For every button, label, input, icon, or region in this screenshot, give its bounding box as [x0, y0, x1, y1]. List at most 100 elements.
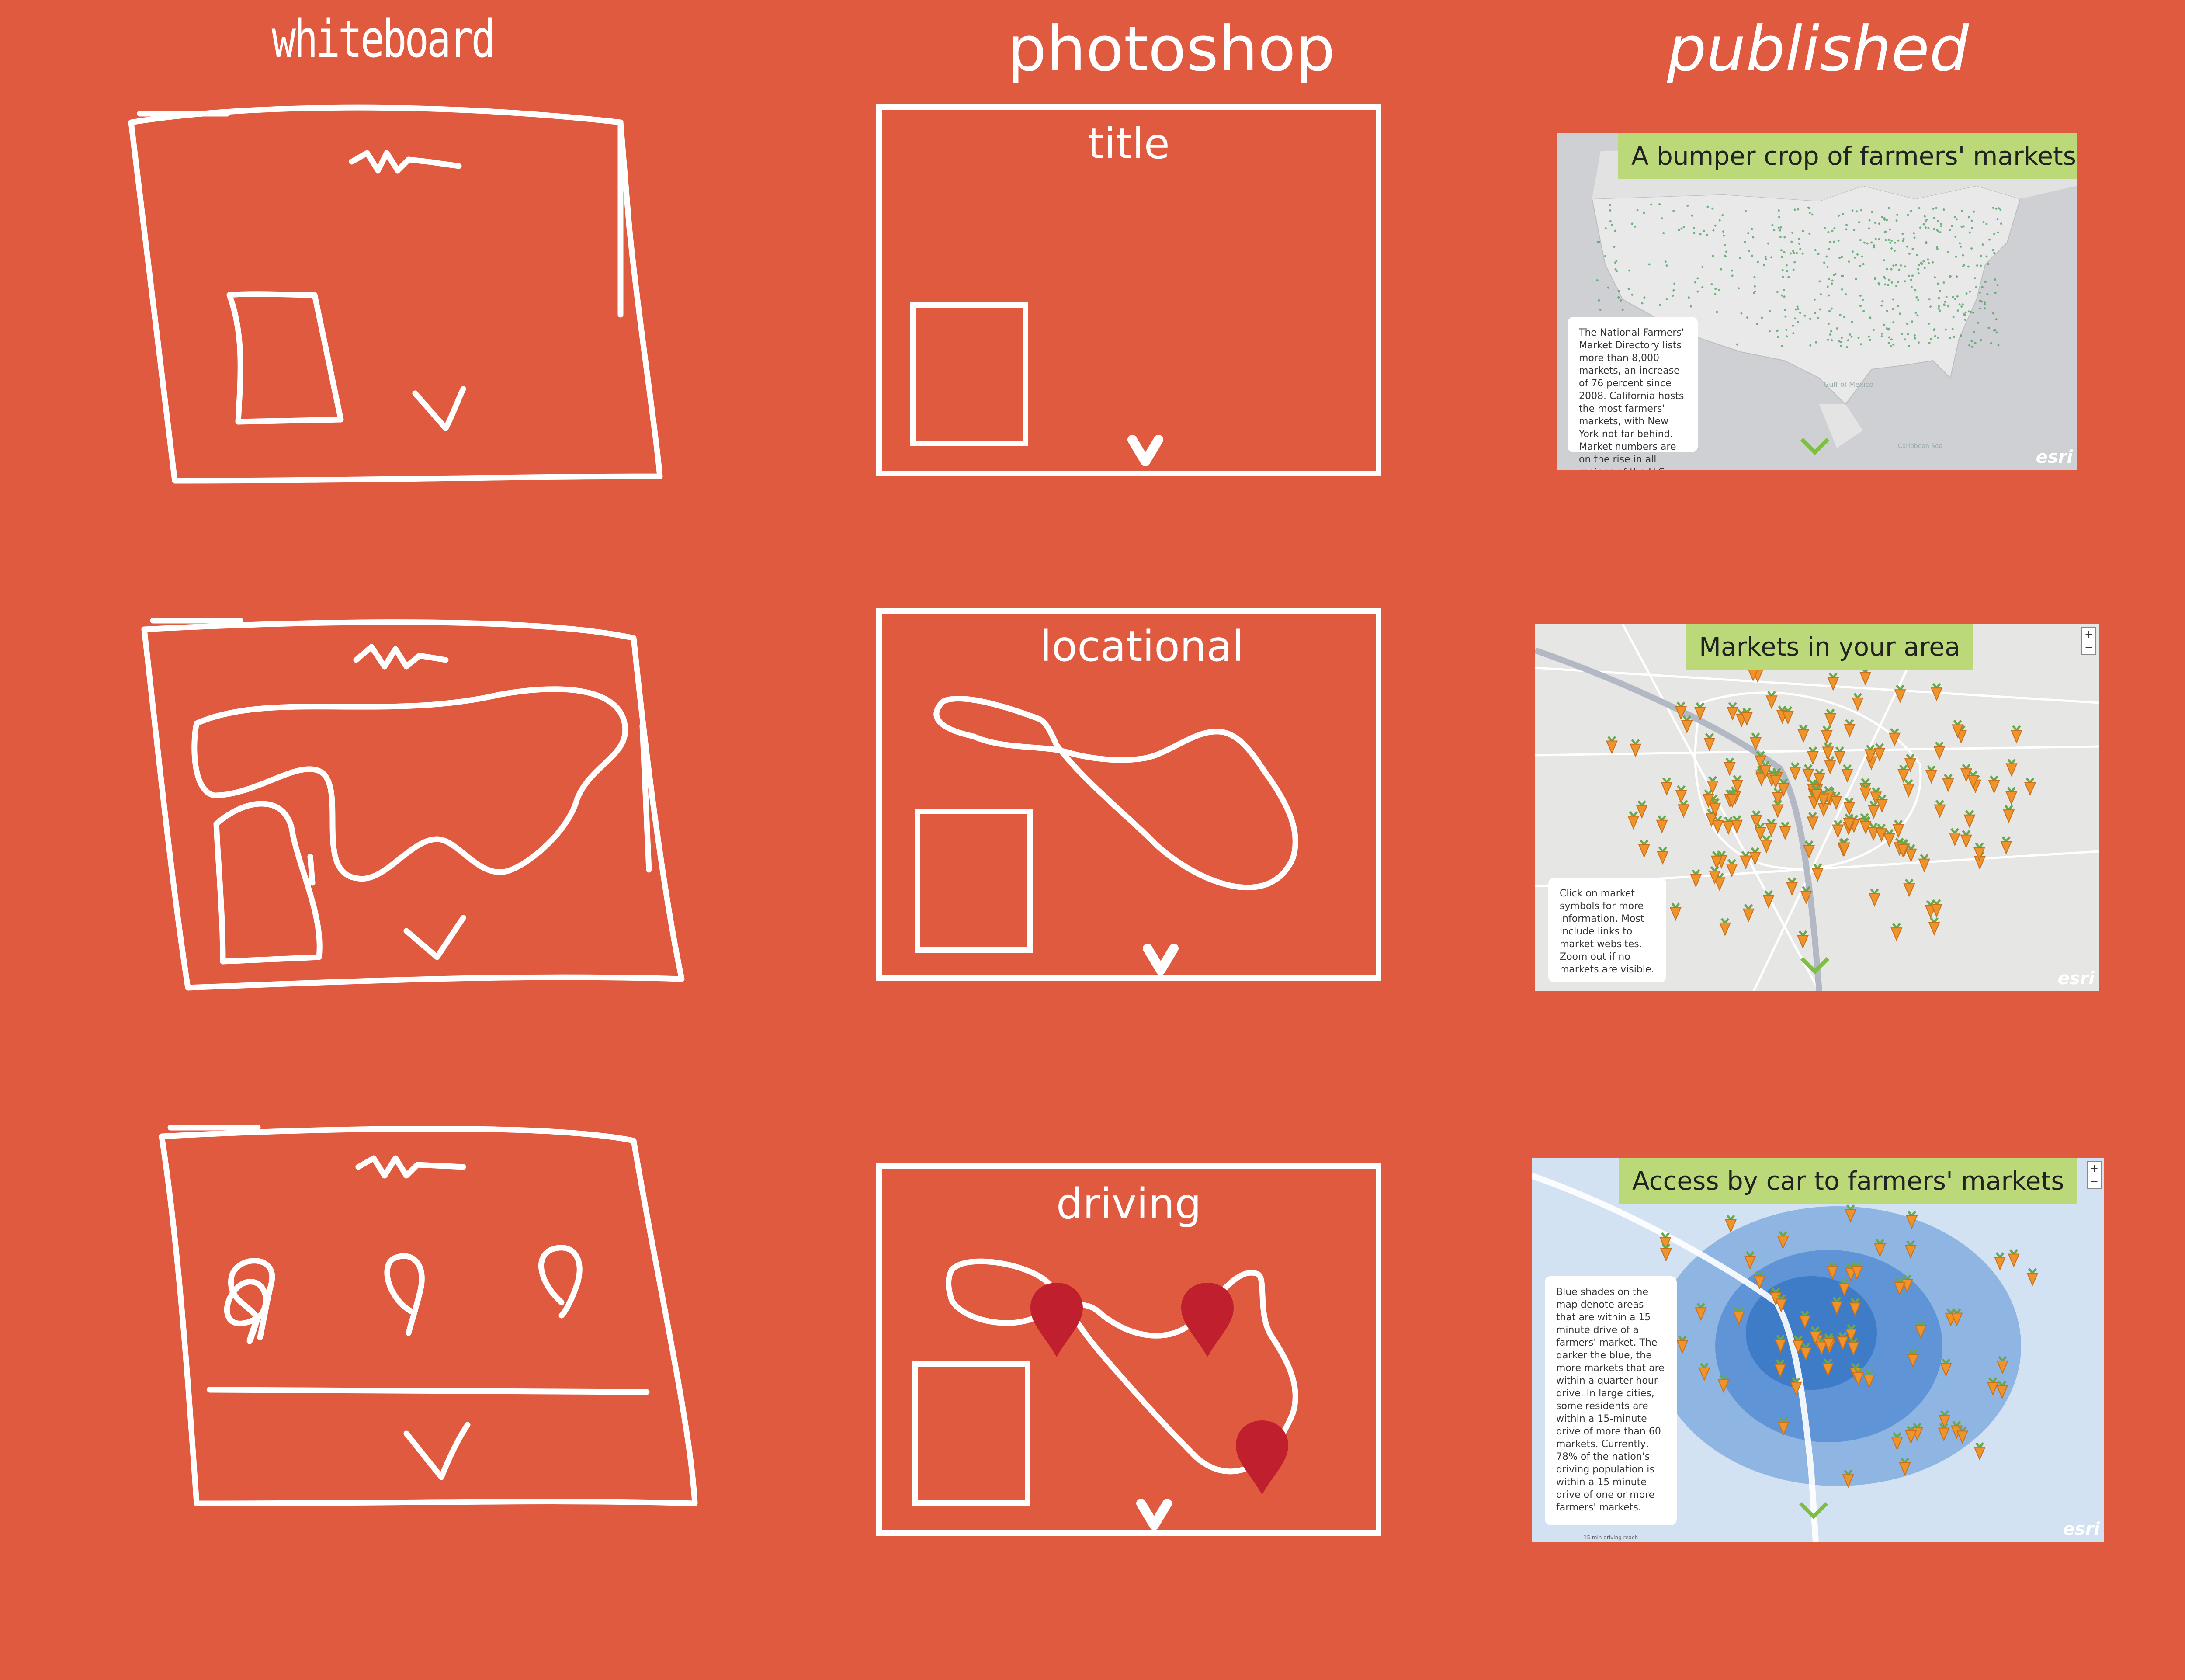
- carrot-marker-icon[interactable]: [1942, 774, 1954, 792]
- carrot-marker-icon[interactable]: [1726, 789, 1738, 808]
- carrot-marker-icon[interactable]: [1905, 844, 1917, 863]
- carrot-marker-icon[interactable]: [1706, 776, 1719, 795]
- carrot-marker-icon[interactable]: [1638, 840, 1650, 858]
- carrot-marker-icon[interactable]: [1845, 1324, 1857, 1343]
- carrot-marker-icon[interactable]: [1724, 1215, 1737, 1233]
- carrot-marker-icon[interactable]: [1759, 760, 1772, 779]
- carrot-marker-icon[interactable]: [1772, 788, 1784, 806]
- carrot-marker-icon[interactable]: [1845, 1204, 1857, 1223]
- carrot-marker-icon[interactable]: [1890, 923, 1903, 941]
- carrot-marker-icon[interactable]: [1897, 764, 1910, 783]
- carrot-marker-icon[interactable]: [1722, 816, 1734, 835]
- carrot-marker-icon[interactable]: [2026, 1268, 2039, 1287]
- carrot-marker-icon[interactable]: [1987, 1377, 1999, 1396]
- carrot-marker-icon[interactable]: [1834, 746, 1846, 765]
- carrot-marker-icon[interactable]: [1797, 930, 1809, 949]
- carrot-marker-icon[interactable]: [1868, 888, 1881, 907]
- carrot-marker-icon[interactable]: [1938, 1423, 1950, 1442]
- carrot-marker-icon[interactable]: [1904, 1240, 1917, 1259]
- carrot-marker-icon[interactable]: [1951, 1308, 1963, 1327]
- carrot-marker-icon[interactable]: [2008, 1249, 2020, 1268]
- carrot-marker-icon[interactable]: [1933, 741, 1946, 760]
- carrot-marker-icon[interactable]: [1891, 1432, 1903, 1451]
- carrot-marker-icon[interactable]: [1996, 1356, 2008, 1375]
- carrot-marker-icon[interactable]: [1703, 733, 1716, 752]
- carrot-marker-icon[interactable]: [1777, 778, 1790, 797]
- carrot-marker-icon[interactable]: [1956, 1426, 1969, 1444]
- zoom-out-button[interactable]: −: [2084, 641, 2094, 653]
- carrot-marker-icon[interactable]: [1949, 828, 1961, 847]
- carrot-marker-icon[interactable]: [1762, 890, 1775, 909]
- carrot-marker-icon[interactable]: [1868, 800, 1880, 819]
- carrot-marker-icon[interactable]: [1826, 1261, 1838, 1280]
- carrot-marker-icon[interactable]: [1765, 818, 1777, 837]
- carrot-marker-icon[interactable]: [1888, 728, 1901, 747]
- carrot-marker-icon[interactable]: [1774, 1359, 1786, 1378]
- carrot-marker-icon[interactable]: [1967, 771, 1979, 789]
- carrot-marker-icon[interactable]: [1925, 765, 1937, 784]
- carrot-marker-icon[interactable]: [1733, 1307, 1745, 1326]
- carrot-marker-icon[interactable]: [1874, 1239, 1886, 1257]
- carrot-marker-icon[interactable]: [1867, 823, 1880, 841]
- carrot-marker-icon[interactable]: [1627, 811, 1640, 830]
- carrot-marker-icon[interactable]: [1636, 800, 1648, 819]
- carrot-marker-icon[interactable]: [1960, 830, 1972, 849]
- carrot-marker-icon[interactable]: [1952, 719, 1964, 738]
- carrot-marker-icon[interactable]: [1775, 1294, 1787, 1313]
- carrot-marker-icon[interactable]: [1741, 707, 1753, 726]
- carrot-marker-icon[interactable]: [1852, 1368, 1864, 1386]
- chevron-down-icon[interactable]: [1797, 954, 1832, 976]
- carrot-marker-icon[interactable]: [1802, 764, 1814, 783]
- carrot-marker-icon[interactable]: [1727, 702, 1739, 721]
- zoom-control[interactable]: + −: [2081, 627, 2096, 655]
- carrot-marker-icon[interactable]: [1753, 1271, 1766, 1290]
- carrot-marker-icon[interactable]: [1659, 1232, 1672, 1251]
- carrot-marker-icon[interactable]: [1769, 770, 1782, 789]
- carrot-marker-icon[interactable]: [1894, 1277, 1906, 1296]
- published-map-title[interactable]: Gulf of Mexico Caribbean Sea A bumper cr…: [1557, 133, 2077, 470]
- published-map-driving[interactable]: Access by car to farmers' markets + − Bl…: [1532, 1158, 2104, 1542]
- carrot-marker-icon[interactable]: [1823, 1333, 1835, 1352]
- carrot-marker-icon[interactable]: [1906, 1211, 1918, 1229]
- carrot-marker-icon[interactable]: [1807, 812, 1819, 830]
- carrot-marker-icon[interactable]: [1754, 822, 1766, 841]
- zoom-control[interactable]: + −: [2087, 1161, 2102, 1189]
- carrot-marker-icon[interactable]: [1765, 691, 1778, 709]
- carrot-marker-icon[interactable]: [1876, 794, 1888, 813]
- carrot-marker-icon[interactable]: [1864, 744, 1876, 763]
- carrot-marker-icon[interactable]: [1838, 1278, 1850, 1297]
- carrot-marker-icon[interactable]: [1786, 877, 1798, 896]
- carrot-marker-icon[interactable]: [1694, 702, 1706, 721]
- carrot-marker-icon[interactable]: [1849, 1298, 1861, 1316]
- carrot-marker-icon[interactable]: [1656, 815, 1668, 834]
- carrot-marker-icon[interactable]: [1837, 1332, 1849, 1350]
- carrot-marker-icon[interactable]: [1717, 1375, 1730, 1393]
- carrot-marker-icon[interactable]: [1790, 1377, 1802, 1396]
- published-map-locational[interactable]: Markets in your area + − Click on market…: [1535, 624, 2099, 991]
- carrot-marker-icon[interactable]: [1994, 1252, 2006, 1271]
- carrot-marker-icon[interactable]: [1973, 1442, 1986, 1461]
- carrot-marker-icon[interactable]: [1831, 1297, 1843, 1316]
- carrot-marker-icon[interactable]: [1750, 732, 1762, 751]
- carrot-marker-icon[interactable]: [1821, 725, 1833, 744]
- carrot-marker-icon[interactable]: [1731, 815, 1743, 834]
- carrot-marker-icon[interactable]: [1681, 715, 1693, 734]
- carrot-marker-icon[interactable]: [1824, 708, 1837, 727]
- carrot-marker-icon[interactable]: [1892, 819, 1904, 838]
- carrot-marker-icon[interactable]: [1996, 1381, 2008, 1399]
- carrot-marker-icon[interactable]: [1928, 917, 1940, 936]
- carrot-marker-icon[interactable]: [1847, 1337, 1859, 1356]
- carrot-marker-icon[interactable]: [1661, 777, 1673, 796]
- carrot-marker-icon[interactable]: [1899, 1458, 1911, 1476]
- carrot-marker-icon[interactable]: [1690, 869, 1702, 888]
- carrot-marker-icon[interactable]: [1675, 785, 1687, 804]
- carrot-marker-icon[interactable]: [1903, 878, 1915, 897]
- carrot-marker-icon[interactable]: [1843, 719, 1856, 738]
- carrot-marker-icon[interactable]: [1852, 693, 1864, 712]
- carrot-marker-icon[interactable]: [1931, 683, 1943, 701]
- carrot-marker-icon[interactable]: [1988, 775, 2000, 794]
- carrot-marker-icon[interactable]: [1931, 899, 1943, 918]
- carrot-marker-icon[interactable]: [1777, 1231, 1789, 1250]
- carrot-marker-icon[interactable]: [1760, 835, 1772, 854]
- carrot-marker-icon[interactable]: [1789, 762, 1801, 781]
